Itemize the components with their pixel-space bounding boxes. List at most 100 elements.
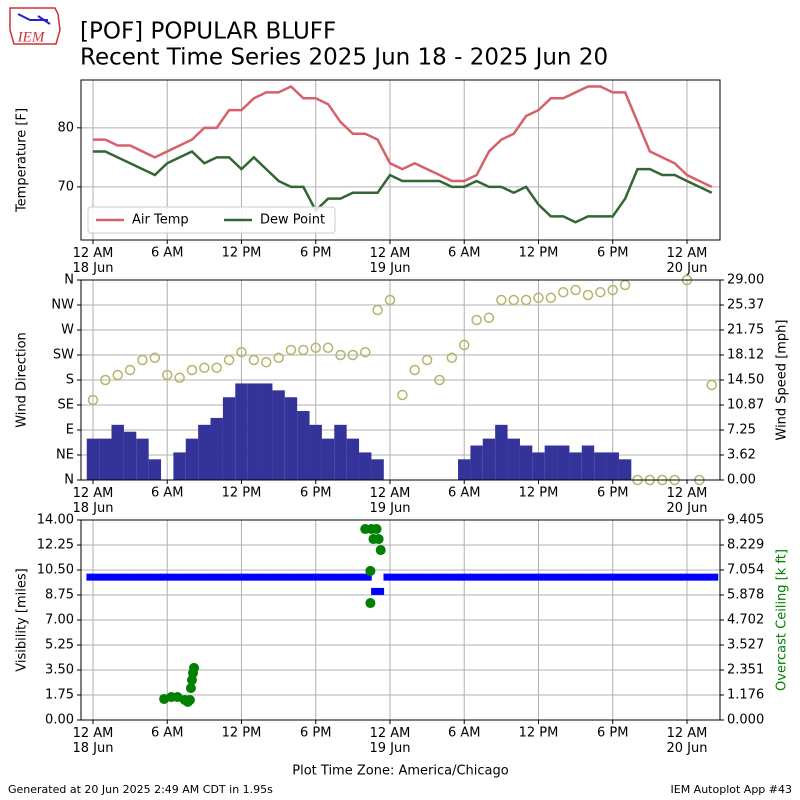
y-tick-label: NE [56,448,74,463]
point [185,573,199,581]
y-tick-label: 3.50 [45,663,74,678]
point [569,573,583,581]
x-tick-label: 12 PM [519,486,559,501]
point [272,573,286,581]
point [284,573,298,581]
point [310,342,321,354]
point [296,573,310,581]
point [347,349,359,361]
y2-tick-label: 18.12 [727,348,764,363]
point [137,354,148,366]
bar [297,411,310,480]
point [545,292,557,304]
x-tick-label: 6 AM [448,246,481,261]
bar [581,445,595,480]
point [112,369,123,381]
point [248,354,260,366]
line [92,149,713,224]
bar [247,383,261,480]
point [508,294,519,306]
point [680,573,694,581]
point [556,573,570,581]
axes-frame [80,519,721,721]
y-tick-label: 5.25 [45,638,74,653]
y-tick-label: 12.25 [37,538,74,553]
y2-tick-label: 14.50 [727,373,764,388]
x-tick-label: 6 AM [448,486,481,501]
point [395,573,409,581]
point [174,372,185,384]
point [494,573,508,581]
point [197,573,211,581]
point [124,364,136,376]
point [520,294,532,306]
x-tick-label: 12 AM 18 Jun [72,726,113,756]
plot-area [86,524,719,707]
bar [99,438,112,480]
y-tick-label: 8.75 [45,588,74,603]
bar [569,452,582,480]
bar [210,417,223,480]
bar [594,452,607,480]
point [98,573,112,581]
bar [507,438,520,480]
point [655,573,669,581]
point [135,573,149,581]
point [643,573,657,581]
x-tick-label: 12 AM 19 Jun [369,246,410,276]
point [211,362,222,374]
chart-title: [POF] POPULAR BLUFF [80,19,336,45]
point [544,573,558,581]
point [471,314,482,326]
bar [123,431,137,480]
point [483,312,495,324]
x-tick-label: 6 PM [300,726,331,741]
bar [606,452,619,480]
point [273,352,284,364]
bar [618,459,632,480]
point [383,573,397,581]
point [496,294,507,306]
point [618,573,632,581]
y2-tick-label: 9.405 [727,513,764,528]
point [365,598,376,609]
bar [321,438,335,480]
point [482,573,496,581]
x-tick-label: 12 PM [519,726,559,741]
point [100,374,111,386]
y2-tick-label: 2.351 [727,663,764,678]
bar [544,445,558,480]
bar [482,438,496,480]
y2-axis-label: Overcast Ceiling [k ft] [775,549,790,691]
point [371,524,382,535]
point [87,394,99,406]
point [519,573,533,581]
logo-lines [17,13,51,25]
y-tick-label: 1.75 [45,688,74,703]
y-tick-label: 70 [57,179,74,194]
point [260,356,272,368]
point [111,573,125,581]
point [186,364,198,376]
point [420,573,434,581]
x-tick-label: 12 AM 20 Jun [666,246,707,276]
point [184,695,195,706]
point [322,342,334,354]
bar [371,459,384,480]
bar [173,452,186,480]
point [470,573,484,581]
legend-label: Air Temp [132,213,189,228]
point [148,573,162,581]
point [161,369,173,381]
x-axis-label: Plot Time Zone: America/Chicago [292,764,508,779]
y-tick-label: NW [51,298,74,313]
y2-tick-label: 7.054 [727,563,764,578]
legend-label: Dew Point [260,213,325,228]
footer-right: IEM Autoplot App #43 [671,783,793,796]
y-axis-label: Temperature [F] [15,108,30,213]
point [234,573,248,581]
y2-tick-label: 1.176 [727,688,764,703]
bar [458,459,471,480]
point [160,573,174,581]
